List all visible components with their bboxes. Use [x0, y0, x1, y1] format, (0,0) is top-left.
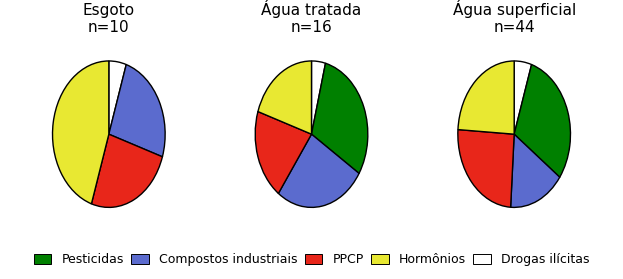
Wedge shape: [255, 112, 312, 193]
Wedge shape: [92, 134, 163, 207]
Title: Água tratada
n=16: Água tratada n=16: [262, 0, 361, 35]
Title: Esgoto
n=10: Esgoto n=10: [83, 3, 135, 35]
Wedge shape: [109, 61, 126, 134]
Wedge shape: [278, 134, 359, 207]
Wedge shape: [109, 64, 165, 157]
Title: Água superficial
n=44: Água superficial n=44: [452, 0, 576, 35]
Wedge shape: [458, 129, 514, 207]
Wedge shape: [52, 61, 109, 204]
Wedge shape: [458, 61, 514, 134]
Wedge shape: [312, 61, 325, 134]
Wedge shape: [312, 63, 368, 174]
Wedge shape: [258, 61, 312, 134]
Wedge shape: [514, 61, 531, 134]
Legend: Pesticidas, Compostos industriais, PPCP, Hormônios, Drogas ilícitas: Pesticidas, Compostos industriais, PPCP,…: [30, 249, 593, 270]
Wedge shape: [511, 134, 559, 207]
Wedge shape: [514, 64, 571, 177]
